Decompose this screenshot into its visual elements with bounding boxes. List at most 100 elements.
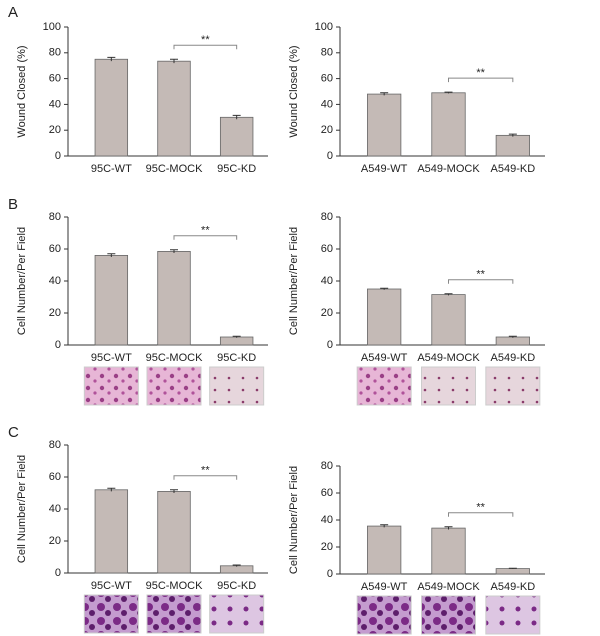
y-tick-label: 40 bbox=[49, 98, 61, 110]
bar bbox=[431, 527, 466, 575]
significance-label: ** bbox=[201, 465, 210, 477]
error-bar bbox=[107, 253, 116, 257]
significance-label: ** bbox=[476, 269, 485, 281]
y-axis-label: Wound Closed (%) bbox=[288, 45, 300, 137]
y-tick-label: 20 bbox=[49, 307, 61, 319]
y-tick-label: 0 bbox=[55, 567, 61, 579]
significance-label: ** bbox=[201, 225, 210, 237]
micrograph bbox=[356, 595, 412, 635]
bar bbox=[367, 288, 402, 346]
bar bbox=[219, 116, 254, 157]
y-tick-label: 40 bbox=[49, 503, 61, 515]
y-tick-label: 20 bbox=[321, 541, 333, 553]
micrograph bbox=[209, 366, 265, 406]
y-tick-label: 60 bbox=[321, 487, 333, 499]
error-bar bbox=[444, 91, 453, 94]
bar bbox=[367, 525, 402, 575]
y-tick-label: 80 bbox=[321, 460, 333, 472]
error-bar bbox=[444, 526, 453, 530]
error-bar bbox=[107, 487, 116, 492]
significance-bracket bbox=[173, 475, 238, 480]
significance-bracket bbox=[448, 279, 514, 284]
error-bar bbox=[508, 567, 517, 570]
x-tick-label: A549-MOCK bbox=[417, 581, 480, 593]
y-tick-label: 0 bbox=[55, 150, 61, 162]
y-axis-label: Cell Number/Per Field bbox=[16, 227, 28, 335]
micrograph bbox=[83, 594, 139, 634]
y-tick-label: 60 bbox=[49, 471, 61, 483]
micrograph bbox=[209, 594, 265, 634]
bar bbox=[431, 92, 466, 157]
error-bar bbox=[170, 58, 178, 64]
y-tick-label: 20 bbox=[321, 124, 333, 136]
error-bar bbox=[232, 564, 241, 567]
bar bbox=[219, 565, 254, 574]
error-bar bbox=[170, 489, 178, 493]
bar bbox=[495, 568, 530, 575]
y-tick-label: 80 bbox=[49, 47, 61, 59]
x-tick-label: 95C-WT bbox=[91, 580, 132, 592]
y-axis-label: Cell Number/Per Field bbox=[16, 455, 28, 563]
micrograph bbox=[356, 366, 412, 406]
y-tick-label: 100 bbox=[315, 21, 333, 33]
bar bbox=[367, 93, 402, 157]
y-tick-label: 20 bbox=[321, 307, 333, 319]
bar bbox=[431, 294, 466, 346]
y-tick-label: 0 bbox=[327, 568, 333, 580]
error-bar bbox=[107, 56, 116, 62]
y-tick-label: 40 bbox=[321, 98, 333, 110]
significance-label: ** bbox=[476, 502, 485, 514]
x-tick-label: A549-WT bbox=[361, 581, 408, 593]
x-tick-label: 95C-KD bbox=[217, 163, 256, 175]
error-bar bbox=[170, 249, 178, 253]
error-bar bbox=[380, 287, 389, 290]
micrograph bbox=[421, 366, 476, 406]
y-tick-label: 80 bbox=[49, 211, 61, 223]
x-tick-label: 95C-KD bbox=[217, 352, 256, 364]
error-bar bbox=[508, 133, 517, 137]
panel-label: C bbox=[8, 424, 19, 441]
bar bbox=[495, 134, 530, 157]
x-tick-label: A549-MOCK bbox=[417, 163, 480, 175]
micrograph bbox=[146, 366, 202, 406]
error-bar bbox=[444, 293, 453, 296]
error-bar bbox=[380, 92, 389, 96]
significance-bracket bbox=[448, 77, 514, 83]
y-tick-label: 0 bbox=[327, 339, 333, 351]
bar bbox=[157, 60, 191, 157]
y-tick-label: 60 bbox=[321, 243, 333, 255]
y-axis-label: Cell Number/Per Field bbox=[288, 466, 300, 574]
x-tick-label: 95C-WT bbox=[91, 163, 132, 175]
significance-bracket bbox=[173, 44, 238, 50]
x-tick-label: 95C-WT bbox=[91, 352, 132, 364]
x-tick-label: A549-MOCK bbox=[417, 352, 480, 364]
error-bar bbox=[380, 524, 389, 528]
micrograph bbox=[421, 595, 476, 635]
x-tick-label: 95C-KD bbox=[217, 580, 256, 592]
micrograph bbox=[83, 366, 139, 406]
error-bar bbox=[232, 335, 241, 338]
y-tick-label: 40 bbox=[49, 275, 61, 287]
significance-label: ** bbox=[201, 34, 210, 46]
panel-label: A bbox=[8, 4, 18, 21]
micrograph bbox=[146, 594, 202, 634]
error-bar bbox=[232, 114, 241, 120]
significance-bracket bbox=[173, 235, 238, 240]
bar bbox=[157, 490, 191, 574]
bar bbox=[94, 489, 129, 574]
x-tick-label: 95C-MOCK bbox=[146, 580, 204, 592]
significance-label: ** bbox=[476, 67, 485, 79]
y-tick-label: 80 bbox=[49, 439, 61, 451]
bar bbox=[94, 58, 129, 157]
panel-label: B bbox=[8, 196, 18, 213]
y-tick-label: 40 bbox=[321, 514, 333, 526]
y-tick-label: 20 bbox=[49, 124, 61, 136]
y-tick-label: 60 bbox=[49, 243, 61, 255]
y-axis-label: Cell Number/Per Field bbox=[288, 227, 300, 335]
x-tick-label: 95C-MOCK bbox=[146, 352, 204, 364]
bar bbox=[495, 336, 530, 346]
bar bbox=[219, 336, 254, 346]
micrograph bbox=[485, 595, 541, 635]
